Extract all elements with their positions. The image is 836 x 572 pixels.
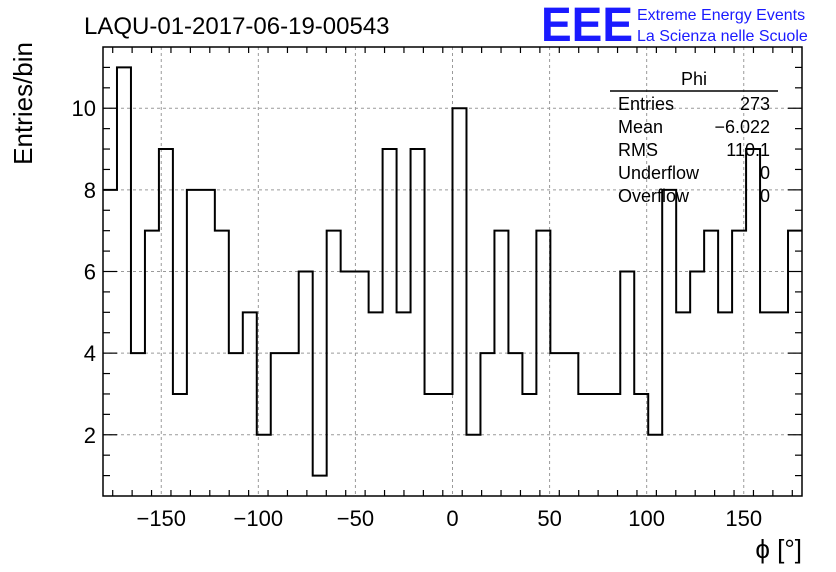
histogram-bin xyxy=(173,394,187,496)
y-tick-label: 4 xyxy=(84,341,96,366)
histogram-bin xyxy=(103,190,117,496)
axis-ticks xyxy=(103,47,802,496)
y-axis-label: Entries/bin xyxy=(8,42,38,165)
stats-row-label: Entries xyxy=(618,94,674,114)
histogram-bin xyxy=(145,231,159,496)
histogram-bin xyxy=(760,312,774,496)
stats-title: Phi xyxy=(681,69,707,89)
histogram-bin xyxy=(620,272,634,497)
logo-line-1: Extreme Energy Events xyxy=(637,7,805,24)
histogram-bin xyxy=(550,353,564,496)
histogram-bin xyxy=(732,231,746,496)
histogram-bin xyxy=(313,476,327,496)
chart-title: LAQU-01-2017-06-19-00543 xyxy=(84,13,390,40)
histogram-bin xyxy=(369,312,383,496)
histogram-bin xyxy=(117,67,131,496)
histogram-bin xyxy=(397,312,411,496)
histogram-bin xyxy=(718,312,732,496)
stats-row-label: Underflow xyxy=(618,163,700,183)
x-tick-label: −150 xyxy=(136,506,186,531)
histogram-bin xyxy=(578,394,592,496)
histogram-bin xyxy=(704,231,718,496)
histogram-bin xyxy=(634,394,648,496)
histogram-bin xyxy=(592,394,606,496)
histogram-bin xyxy=(690,272,704,497)
logo-line-2: La Scienza nelle Scuole xyxy=(637,28,808,45)
histogram-bin xyxy=(564,353,578,496)
histogram-bin xyxy=(187,190,201,496)
y-tick-label: 8 xyxy=(84,178,96,203)
x-tick-label: 50 xyxy=(537,506,561,531)
histogram-bin xyxy=(271,353,285,496)
histogram-bin xyxy=(215,231,229,496)
histogram-bin xyxy=(229,353,243,496)
histogram-bin xyxy=(411,149,425,496)
stats-box: Phi Entries 273 Mean −6.022 RMS 110.1 Underflo… xyxy=(610,69,778,206)
histogram-bin xyxy=(355,272,369,497)
histogram-bin xyxy=(453,108,467,496)
stats-row-value: 0 xyxy=(760,163,770,183)
stats-rows: Entries 273 Mean −6.022 RMS 110.1 Underflow 0 Ov… xyxy=(618,94,770,206)
histogram-bin xyxy=(131,353,145,496)
histogram-bin xyxy=(606,394,620,496)
histogram-bin xyxy=(480,353,494,496)
histogram-bin xyxy=(522,394,536,496)
histogram-bin xyxy=(201,190,215,496)
histogram-bin xyxy=(746,149,760,496)
histogram-outline xyxy=(103,66,802,477)
histogram-bin xyxy=(257,435,271,496)
logo: EEE Extreme Energy Events La Scienza nel… xyxy=(541,0,808,52)
histogram-bin xyxy=(243,312,257,496)
histogram-bin xyxy=(648,435,662,496)
histogram-bin xyxy=(774,312,788,496)
x-tick-label: −100 xyxy=(234,506,284,531)
logo-mark: EEE xyxy=(541,0,633,52)
y-tick-label: 10 xyxy=(72,96,96,121)
histogram-bin xyxy=(327,231,341,496)
histogram-bins xyxy=(103,67,802,496)
histogram-bin xyxy=(439,394,453,496)
histogram-bin xyxy=(676,312,690,496)
histogram-bin xyxy=(159,149,173,496)
histogram-bin xyxy=(662,190,676,496)
x-tick-label: 100 xyxy=(628,506,665,531)
stats-row-label: Mean xyxy=(618,117,663,137)
y-tick-label: 2 xyxy=(84,423,96,448)
x-tick-label: 150 xyxy=(725,506,762,531)
stats-row-value: 273 xyxy=(740,94,770,114)
histogram-bin xyxy=(299,272,313,497)
histogram-bin xyxy=(494,231,508,496)
x-tick-label: 0 xyxy=(446,506,458,531)
x-tick-labels: −150 −100 −50 0 50 100 150 xyxy=(136,506,762,531)
stats-row-label: RMS xyxy=(618,140,658,160)
y-tick-label: 6 xyxy=(84,260,96,285)
stats-row-value: 0 xyxy=(760,186,770,206)
stats-row-value: −6.022 xyxy=(714,117,770,137)
histogram-bin xyxy=(466,435,480,496)
histogram-bin xyxy=(341,272,355,497)
stats-row-label: Overflow xyxy=(618,186,690,206)
histogram-bin xyxy=(383,149,397,496)
stats-row-value: 110.1 xyxy=(726,140,770,160)
y-tick-labels: 2 4 6 8 10 xyxy=(72,96,96,448)
x-tick-label: −50 xyxy=(337,506,374,531)
x-axis-label: ϕ [°] xyxy=(755,534,802,564)
histogram-bin xyxy=(285,353,299,496)
histogram-bin xyxy=(508,353,522,496)
histogram-bin xyxy=(536,231,550,496)
histogram-bin xyxy=(788,231,802,496)
histogram-bin xyxy=(425,394,439,496)
